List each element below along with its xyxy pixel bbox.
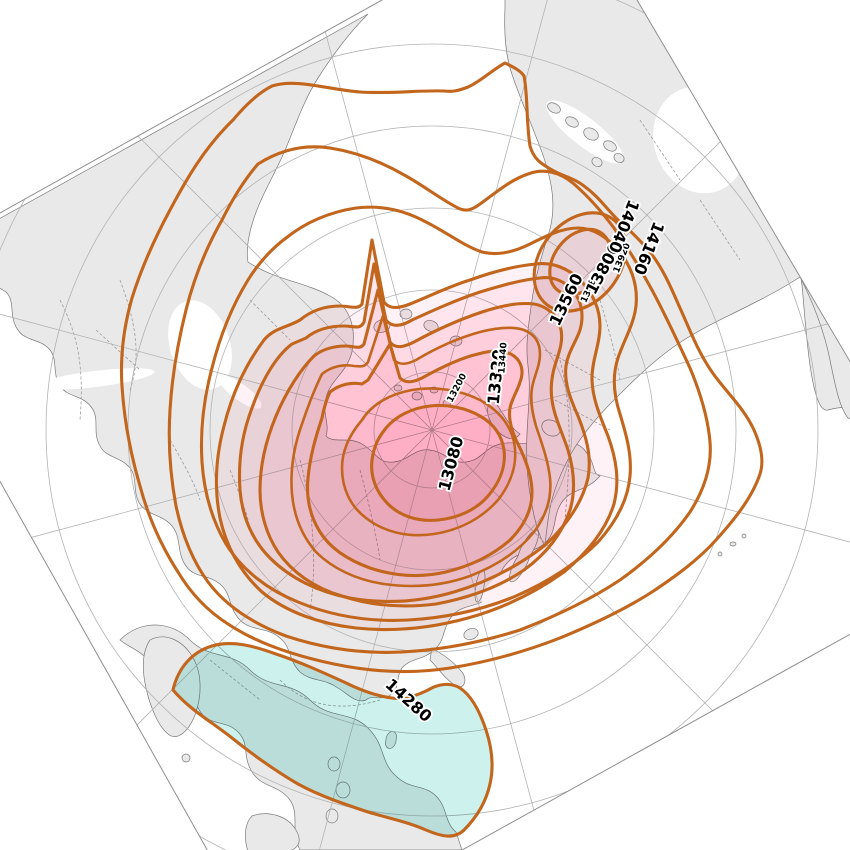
latitude-circle: [209, 207, 655, 653]
islands-strait-chain: [547, 102, 625, 167]
contour-label-13440: 13440: [497, 342, 509, 374]
mediterranean-sea: [35, 368, 155, 390]
islands-atlantic: [717, 533, 747, 557]
black-sea: [34, 401, 62, 415]
